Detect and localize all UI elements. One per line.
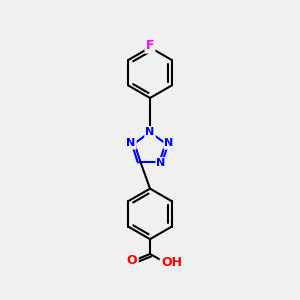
Text: N: N <box>126 139 136 148</box>
Text: OH: OH <box>161 256 182 268</box>
Text: O: O <box>127 254 137 267</box>
Text: N: N <box>157 158 166 168</box>
Text: N: N <box>146 127 154 137</box>
Text: F: F <box>146 40 154 52</box>
Text: N: N <box>164 139 174 148</box>
